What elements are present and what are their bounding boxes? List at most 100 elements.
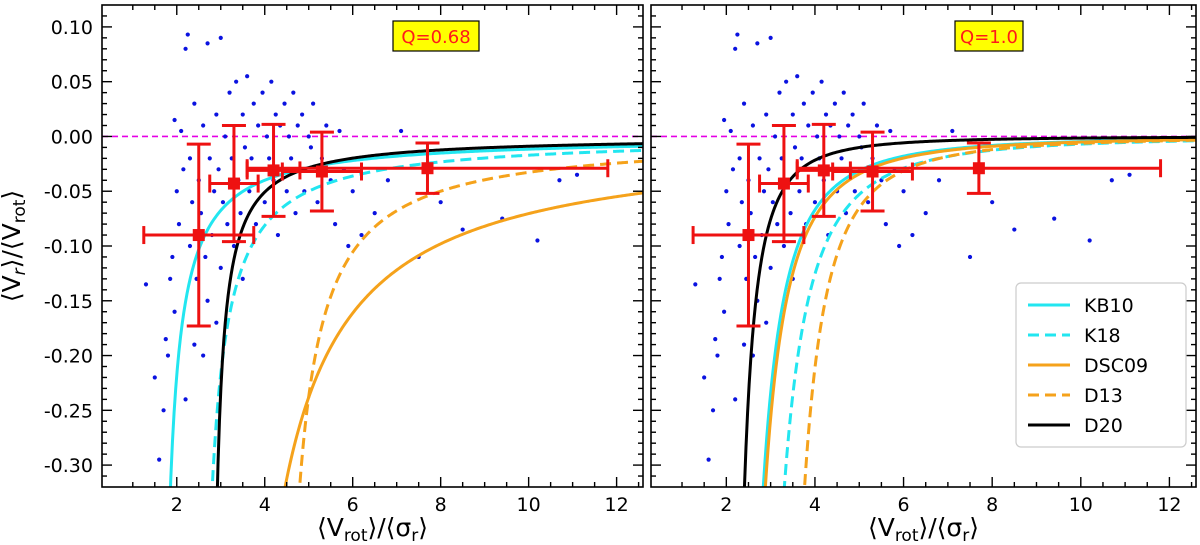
data-point: [286, 134, 292, 139]
data-point: [315, 200, 320, 205]
data-point: [715, 353, 720, 358]
data-point: [757, 156, 762, 161]
data-point: [772, 134, 778, 139]
data-point: [861, 101, 866, 106]
data-point: [775, 221, 780, 227]
curve-d13: [803, 138, 1196, 487]
data-point: [535, 238, 540, 243]
data-point: [350, 189, 355, 194]
data-point: [755, 41, 760, 46]
data-point: [207, 156, 212, 161]
data-point: [359, 232, 364, 238]
legend-label: D13: [1084, 385, 1123, 407]
data-point: [722, 117, 727, 123]
data-point: [192, 101, 197, 106]
data-point: [710, 408, 716, 413]
data-point: [888, 128, 893, 134]
data-point: [967, 254, 973, 260]
data-point: [950, 128, 955, 134]
data-point: [214, 320, 219, 325]
data-point: [201, 353, 206, 358]
data-point: [460, 227, 465, 232]
data-point: [766, 167, 771, 172]
data-point: [308, 145, 314, 150]
data-point: [157, 457, 162, 462]
data-point: [438, 200, 443, 205]
data-point: [910, 232, 915, 238]
data-point: [253, 221, 259, 227]
data-point: [768, 265, 773, 271]
error-bar-point: [831, 130, 914, 213]
curve-d20: [215, 142, 643, 487]
data-point: [770, 200, 775, 205]
data-point: [574, 172, 580, 177]
data-point: [282, 101, 287, 106]
data-point: [291, 90, 296, 95]
data-point: [722, 309, 727, 314]
y-tick-label: -0.10: [44, 236, 93, 258]
data-point: [846, 123, 851, 128]
data-point: [245, 74, 250, 79]
y-tick-label: -0.15: [44, 291, 93, 313]
data-point: [165, 353, 171, 358]
data-point: [702, 375, 707, 380]
data-point: [557, 178, 562, 183]
data-point: [231, 243, 237, 249]
data-point: [741, 101, 747, 106]
data-point: [799, 156, 804, 161]
error-bar-point: [795, 141, 1163, 195]
data-point: [275, 232, 281, 238]
data-point: [183, 397, 188, 402]
error-bar-point: [280, 130, 364, 213]
q-annotation: Q=1.0: [954, 20, 1024, 52]
data-point: [832, 101, 837, 106]
left-panel: 2 4 6 8 10 12 0.10 0.05 0.00 -0.05 -0.10 -0.15 -0.20…: [44, 4, 644, 545]
data-point: [792, 145, 798, 150]
data-point: [152, 375, 157, 380]
data-point: [172, 309, 177, 314]
data-point: [812, 200, 818, 205]
legend-label: DSC09: [1084, 355, 1148, 377]
data-point: [201, 123, 206, 128]
data-point: [311, 101, 316, 106]
data-point: [936, 178, 942, 183]
right-panel: 2 4 6 8 10 12 Q=1.0 ⟨Vrot⟩/⟨σr⟩ KB10 K18 DSC09 D13 D…: [650, 4, 1197, 545]
data-point: [269, 79, 274, 84]
data-point: [1127, 172, 1132, 177]
data-point: [733, 46, 738, 51]
data-point: [788, 211, 793, 216]
data-point: [242, 145, 248, 150]
data-point: [181, 167, 186, 172]
data-point: [883, 221, 888, 227]
data-point: [795, 74, 800, 79]
x-tick-label: 10: [517, 494, 541, 516]
q-annotation-text: Q=0.68: [401, 27, 470, 48]
x-tick-label: 8: [435, 494, 447, 516]
data-point: [753, 254, 758, 260]
plot-area: [102, 32, 643, 487]
curve-d13: [298, 159, 643, 487]
data-point: [719, 254, 724, 260]
data-point: [781, 243, 787, 249]
data-point: [284, 189, 289, 194]
curve-dsc09: [283, 191, 643, 487]
data-point: [823, 112, 829, 117]
data-point: [706, 457, 711, 462]
data-point: [337, 128, 342, 134]
data-point: [398, 128, 404, 134]
x-tick-label: 8: [986, 494, 998, 516]
data-point: [733, 397, 738, 402]
data-point: [143, 282, 149, 287]
data-point: [806, 123, 811, 128]
data-point: [866, 200, 871, 205]
legend-label: KB10: [1084, 295, 1134, 317]
data-point: [724, 189, 729, 194]
data-point: [220, 200, 226, 205]
error-bar-point: [245, 141, 610, 195]
data-point: [256, 123, 261, 128]
data-point: [267, 156, 272, 161]
x-axis-label: ⟨Vrot⟩/⟨σr⟩: [317, 513, 428, 545]
data-point: [819, 79, 824, 84]
data-point: [262, 200, 267, 205]
data-point: [737, 156, 742, 161]
